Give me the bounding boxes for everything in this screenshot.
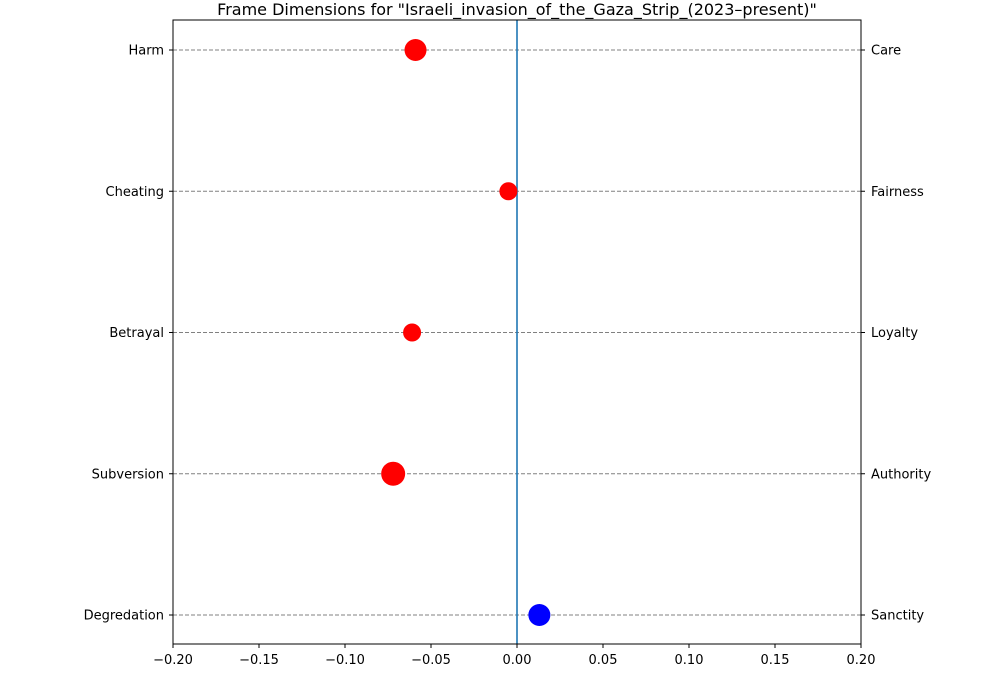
data-point [528,604,551,626]
y-tick-label-left: Betrayal [109,326,164,341]
y-tick-label-left: Subversion [92,467,164,482]
data-points [381,39,551,626]
x-tick-label: −0.10 [325,653,365,668]
data-point [381,461,406,486]
x-tick-label: −0.20 [153,653,193,668]
x-tick-label: 0.20 [847,653,876,668]
data-point [404,39,427,61]
data-point [499,182,518,201]
x-tick-label: −0.15 [239,653,279,668]
y-tick-label-right: Care [871,44,901,59]
y-axis-left: Harm Cheating Betrayal Subversion Degredatio… [84,44,173,624]
y-tick-label-left: Degredation [84,609,164,624]
y-tick-label-right: Loyalty [871,326,918,341]
x-axis: −0.20 −0.15 −0.10 −0.05 0.00 0.05 0.10 0.15 0.20 [153,644,875,668]
x-tick-label: 0.10 [675,653,704,668]
y-tick-label-right: Authority [871,467,931,482]
chart-title: Frame Dimensions for "Israeli_invasion_o… [217,0,817,20]
y-tick-label-right: Fairness [871,185,924,200]
x-tick-label: −0.05 [411,653,451,668]
y-tick-label-left: Harm [128,44,164,59]
y-tick-label-right: Sanctity [871,609,924,624]
x-tick-label: 0.05 [589,653,618,668]
x-tick-label: 0.15 [761,653,790,668]
data-point [403,323,422,342]
y-tick-label-left: Cheating [106,185,164,200]
y-axis-right: Care Fairness Loyalty Authority Sanctity [861,44,931,624]
x-tick-label: 0.00 [503,653,532,668]
